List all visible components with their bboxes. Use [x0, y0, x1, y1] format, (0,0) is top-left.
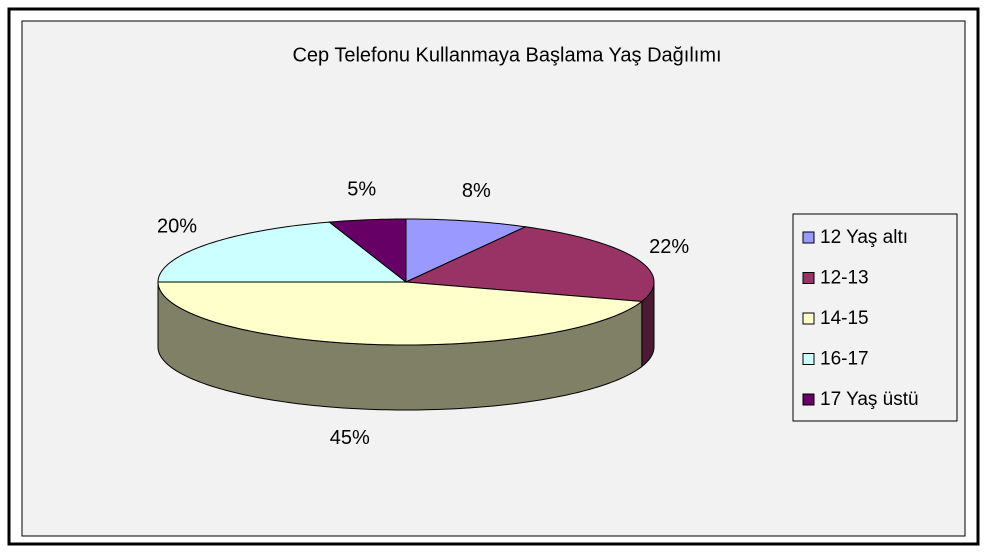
legend-swatch — [802, 393, 815, 406]
data-label: 45% — [330, 427, 370, 449]
legend-swatch — [802, 231, 815, 244]
pie-slice — [157, 281, 644, 346]
pie-slice — [328, 218, 407, 284]
data-label: 20% — [157, 216, 197, 238]
legend-text: 14-15 — [820, 308, 869, 329]
legend-swatch — [802, 272, 815, 284]
pie-slice — [157, 221, 408, 283]
data-label: 5% — [347, 178, 376, 200]
data-label: 22% — [649, 236, 689, 258]
legend-text: 17 Yaş üstü — [820, 389, 919, 410]
legend-swatch — [802, 353, 815, 365]
pie-slice — [405, 218, 528, 283]
legend-text: 12-13 — [820, 268, 869, 289]
legend-swatch — [802, 312, 815, 325]
pie-slice — [404, 226, 655, 302]
data-label: 8% — [462, 180, 491, 202]
legend-box — [792, 213, 958, 422]
chart-title: Cep Telefonu Kullanmaya Başlama Yaş Dağı… — [292, 44, 721, 66]
legend-text: 16-17 — [820, 349, 869, 370]
legend-text: 12 Yaş altı — [820, 227, 908, 248]
